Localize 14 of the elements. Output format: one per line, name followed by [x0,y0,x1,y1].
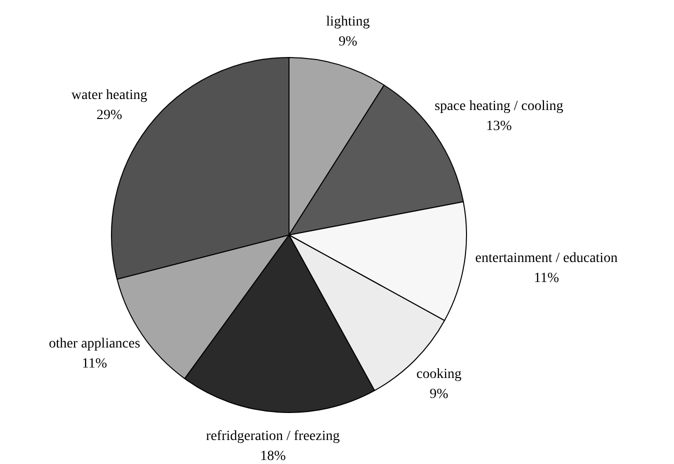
data-label: 29% [96,108,122,124]
slice-label: other appliances [48,336,140,352]
slice-label: space heating / cooling [434,98,564,114]
slice-label: lighting [326,14,370,30]
slice-label: entertainment / education [475,250,618,266]
slice-label: refridgeration / freezing [206,428,340,444]
slice-label: cooking [416,367,462,382]
data-label: 11% [82,356,108,372]
data-label: 13% [486,118,512,134]
data-label: 18% [260,448,286,464]
data-label: 9% [430,387,449,402]
data-label: 9% [338,34,358,50]
data-label: 11% [534,270,560,286]
slice-label: water heating [71,88,148,104]
